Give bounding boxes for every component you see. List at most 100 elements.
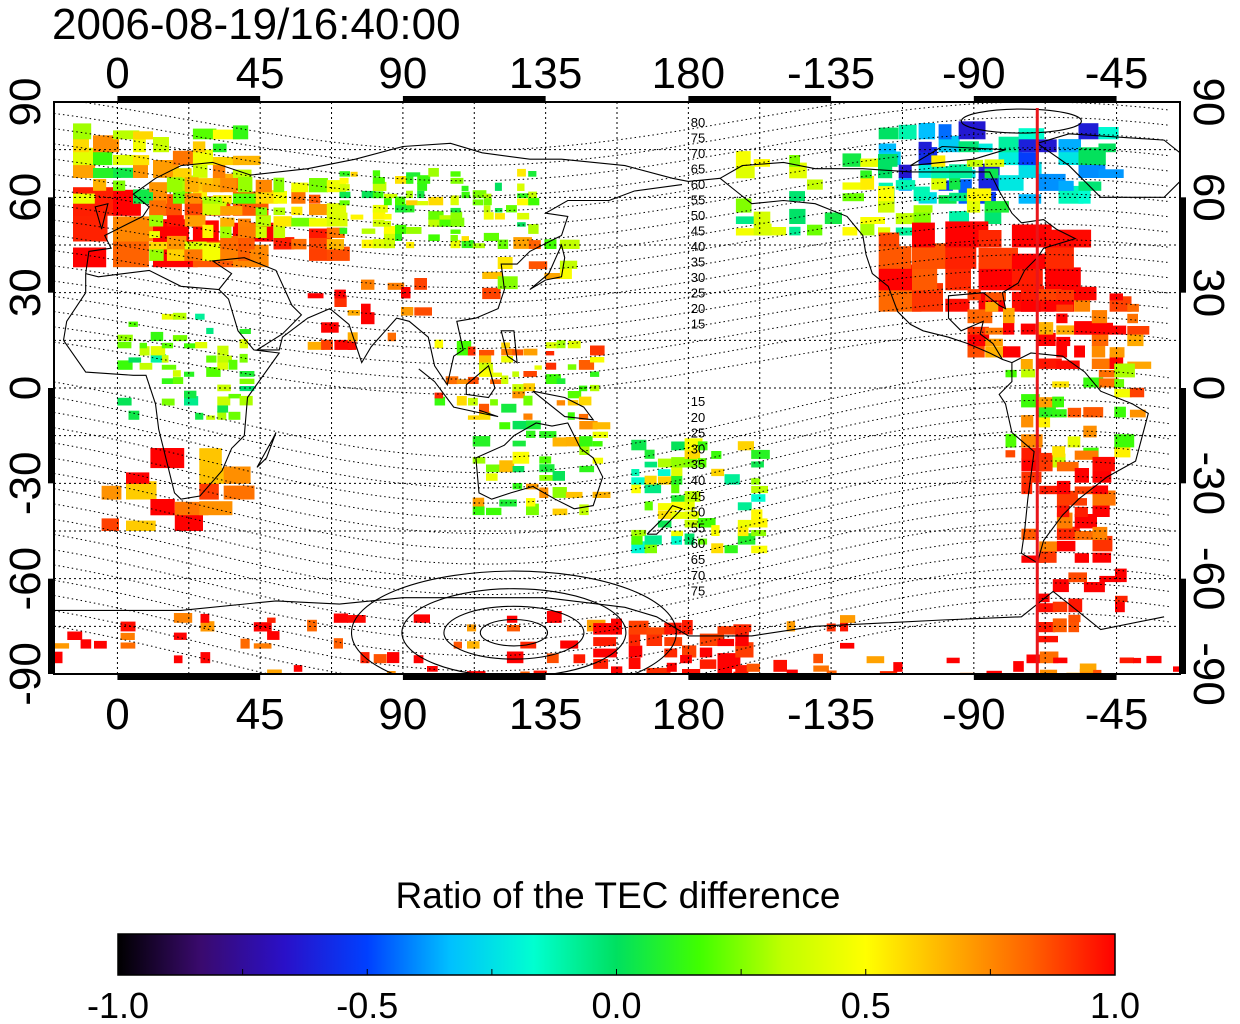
lat-tick-label-left: 30	[1, 268, 50, 317]
tec-data-patch	[737, 441, 754, 451]
lon-tick-label-top: -45	[1085, 49, 1149, 98]
tec-data-patch	[501, 375, 509, 384]
frame-bar-bottom	[688, 674, 832, 680]
tec-data-patch	[453, 641, 462, 649]
tec-data-patch	[383, 225, 400, 234]
tec-data-patch	[406, 203, 415, 213]
tec-data-patch	[545, 374, 561, 384]
tec-data-patch	[309, 204, 332, 216]
tec-data-patch	[428, 217, 443, 227]
magnetic-latitude-contour	[54, 551, 1171, 641]
tec-data-patch	[735, 198, 752, 213]
tec-data-patch	[333, 638, 343, 649]
tec-data-patch	[697, 458, 707, 468]
tec-data-patch	[593, 648, 617, 658]
tec-data-patch	[202, 224, 214, 238]
tec-data-patch	[321, 322, 339, 333]
lon-tick-label-bottom: 90	[378, 690, 427, 739]
tec-data-patch	[631, 469, 640, 477]
tec-data-patch	[590, 371, 600, 377]
tec-data-patch	[711, 543, 724, 554]
tec-data-patch	[361, 228, 376, 234]
tec-data-patch	[1038, 358, 1062, 369]
tec-data-patch	[139, 342, 147, 349]
tec-data-patch	[479, 411, 491, 420]
tec-data-patch	[472, 190, 487, 199]
tec-data-patch	[334, 295, 347, 307]
tec-data-patch	[220, 235, 241, 250]
tec-data-patch	[350, 171, 358, 177]
tec-data-patch	[1038, 332, 1056, 346]
tec-data-patch	[539, 475, 556, 481]
tec-data-patch	[73, 123, 92, 140]
magnetic-latitude-contour	[54, 567, 1171, 657]
tec-data-patch	[307, 293, 324, 299]
tec-data-patch	[753, 211, 771, 225]
tec-data-patch	[291, 217, 317, 227]
tec-data-patch	[255, 207, 267, 216]
tec-data-patch	[1091, 345, 1106, 358]
tec-data-patch	[1074, 553, 1089, 563]
tec-data-patch	[628, 657, 641, 669]
contour-label: 25	[691, 286, 705, 301]
tec-data-patch	[520, 671, 530, 674]
tec-data-patch	[395, 203, 408, 213]
frame-bar-top	[688, 96, 832, 102]
map-axes: 0045459090135135180180-135-135-90-90-45-…	[1, 49, 1233, 739]
tec-data-patch	[1091, 322, 1113, 335]
tec-data-patch	[472, 506, 485, 516]
tec-data-patch	[918, 141, 932, 153]
tec-data-patch	[220, 225, 232, 238]
contour-label: 55	[691, 520, 705, 535]
tec-data-patch	[517, 193, 530, 199]
magnetic-pole-contour	[960, 108, 1082, 134]
tec-data-patch	[450, 239, 461, 249]
tec-data-patch	[434, 392, 444, 399]
tec-data-patch	[644, 501, 653, 511]
tec-data-patch	[1045, 229, 1092, 248]
tec-data-patch	[1098, 127, 1119, 140]
tec-data-patch	[631, 439, 647, 451]
tec-data-patch	[291, 206, 303, 216]
tec-data-patch	[879, 671, 898, 674]
tec-data-patch	[1026, 654, 1040, 664]
tec-data-patch	[497, 257, 513, 269]
tec-data-patch	[184, 343, 197, 349]
tec-data-patch	[657, 469, 671, 476]
tec-data-patch	[671, 475, 683, 485]
tec-data-patch	[483, 205, 491, 213]
coastline	[719, 177, 1003, 360]
tec-data-patch	[255, 179, 272, 193]
tec-data-patch	[212, 143, 227, 153]
lat-tick-label-left: 90	[1, 78, 50, 127]
tec-data-patch	[172, 370, 181, 377]
tec-data-patch	[556, 400, 566, 406]
tec-data-patch	[913, 211, 931, 225]
tec-data-patch	[967, 342, 985, 358]
tec-data-patch	[467, 671, 486, 674]
tec-data-patch	[1039, 452, 1052, 460]
tec-data-patch	[1020, 301, 1041, 312]
tec-data-patch	[117, 341, 132, 349]
contour-label: 35	[691, 457, 705, 472]
tec-data-patch	[406, 172, 421, 177]
tec-data-patch	[439, 219, 453, 227]
tec-data-patch	[985, 338, 1003, 346]
tec-data-patch	[239, 371, 255, 377]
tec-data-patch	[559, 260, 578, 269]
tec-data-patch	[565, 491, 583, 498]
tec-data-patch	[456, 347, 469, 356]
tec-data-patch	[220, 206, 243, 216]
tec-data-patch	[545, 351, 555, 356]
tec-data-patch	[751, 449, 770, 459]
tec-data-patch	[789, 208, 806, 224]
tec-data-patch	[539, 431, 557, 438]
tec-data-patch	[671, 464, 683, 476]
tec-data-patch	[671, 482, 680, 494]
tec-data-patch	[1074, 506, 1088, 517]
tec-data-patch	[499, 422, 511, 430]
tec-data-patch	[347, 341, 357, 350]
lon-tick-label-top: 90	[378, 49, 427, 98]
lon-tick-label-top: 0	[105, 49, 129, 98]
tec-data-patch	[184, 390, 197, 399]
